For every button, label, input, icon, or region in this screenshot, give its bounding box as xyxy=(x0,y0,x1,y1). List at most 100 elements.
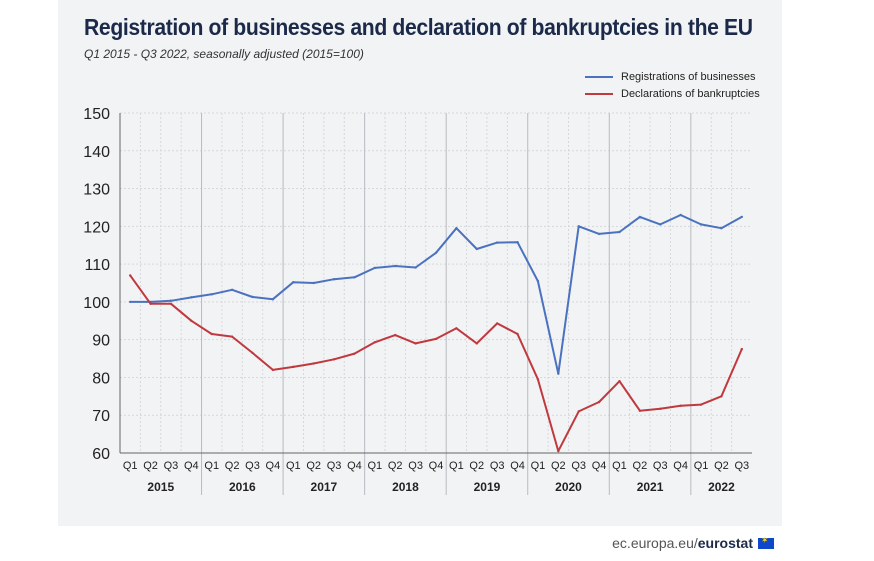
data-point-registrations xyxy=(720,227,723,230)
y-tick-label: 90 xyxy=(92,333,110,350)
data-point-bankruptcies xyxy=(557,449,560,453)
data-point-bankruptcies xyxy=(373,341,377,344)
legend-label-registrations: Registrations of businesses xyxy=(621,70,756,83)
y-tick-label: 140 xyxy=(83,144,110,161)
data-point-bankruptcies xyxy=(536,378,540,381)
x-tick-label: Q3 xyxy=(653,460,668,472)
x-tick-label: Q2 xyxy=(225,460,240,472)
x-tick-label: Q4 xyxy=(347,460,362,472)
x-tick-label: Q2 xyxy=(388,460,403,472)
data-point-registrations xyxy=(312,281,315,285)
x-tick-label: Q3 xyxy=(571,460,586,472)
data-point-registrations xyxy=(271,298,275,301)
x-tick-label: Q2 xyxy=(143,460,158,472)
data-point-bankruptcies xyxy=(271,368,275,372)
data-point-bankruptcies xyxy=(679,404,682,407)
chart-title: Registration of businesses and declarati… xyxy=(84,14,753,40)
data-point-bankruptcies xyxy=(516,332,519,336)
x-tick-label: Q1 xyxy=(449,460,464,472)
x-tick-label: Q1 xyxy=(286,460,301,472)
x-tick-label: Q3 xyxy=(327,460,342,472)
data-point-registrations xyxy=(394,264,397,268)
y-tick-label: 110 xyxy=(84,257,110,274)
data-point-registrations xyxy=(128,300,132,304)
data-point-registrations xyxy=(434,251,438,254)
data-point-bankruptcies xyxy=(455,327,458,330)
x-tick-label: Q4 xyxy=(510,460,525,472)
data-point-bankruptcies xyxy=(312,362,315,365)
data-point-bankruptcies xyxy=(434,337,438,341)
x-tick-label: Q4 xyxy=(592,460,607,472)
data-point-registrations xyxy=(597,232,601,236)
data-point-registrations xyxy=(292,281,295,284)
year-label-2017: 2017 xyxy=(311,480,338,494)
data-point-bankruptcies xyxy=(597,400,601,404)
chart-panel xyxy=(58,0,782,526)
data-point-registrations xyxy=(475,247,478,251)
x-tick-label: Q3 xyxy=(164,460,179,472)
x-tick-label: Q3 xyxy=(245,460,260,472)
data-point-bankruptcies xyxy=(740,347,744,351)
x-tick-label: Q1 xyxy=(694,460,709,472)
legend-swatch-registrations xyxy=(585,75,613,78)
data-point-registrations xyxy=(332,278,336,281)
y-tick-label: 70 xyxy=(92,408,110,425)
legend-label-bankruptcies: Declarations of bankruptcies xyxy=(621,87,760,100)
y-tick-label: 120 xyxy=(83,219,110,236)
year-label-2019: 2019 xyxy=(474,480,501,494)
data-point-registrations xyxy=(230,288,234,291)
year-label-2018: 2018 xyxy=(392,480,419,494)
x-tick-label: Q3 xyxy=(734,460,749,472)
x-tick-label: Q2 xyxy=(469,460,484,472)
legend-item-bankruptcies: Declarations of bankruptcies xyxy=(585,85,760,102)
data-point-registrations xyxy=(618,230,621,234)
data-point-bankruptcies xyxy=(659,407,662,410)
x-tick-label: Q1 xyxy=(531,460,546,472)
year-label-2015: 2015 xyxy=(147,480,174,494)
data-point-bankruptcies xyxy=(720,395,723,398)
legend-swatch-bankruptcies xyxy=(585,92,613,95)
data-point-bankruptcies xyxy=(414,342,417,345)
data-point-bankruptcies xyxy=(230,335,234,338)
x-tick-label: Q4 xyxy=(429,460,444,472)
data-point-registrations xyxy=(638,215,642,219)
y-tick-label: 100 xyxy=(83,295,110,312)
eu-flag-icon xyxy=(758,535,774,549)
data-point-bankruptcies xyxy=(190,319,193,322)
data-point-registrations xyxy=(373,266,377,270)
x-tick-label: Q1 xyxy=(204,460,219,472)
x-tick-label: Q2 xyxy=(551,460,566,472)
x-tick-label: Q2 xyxy=(633,460,648,472)
data-point-registrations xyxy=(659,223,662,226)
data-point-bankruptcies xyxy=(495,322,499,325)
data-point-registrations xyxy=(455,227,458,230)
data-point-bankruptcies xyxy=(638,409,642,412)
y-tick-label: 80 xyxy=(92,370,110,387)
y-tick-label: 60 xyxy=(92,446,110,463)
x-tick-label: Q2 xyxy=(306,460,321,472)
x-tick-label: Q4 xyxy=(673,460,688,472)
footer-brand: eurostat xyxy=(697,535,753,551)
data-point-registrations xyxy=(414,266,417,269)
data-point-bankruptcies xyxy=(149,302,152,305)
data-point-registrations xyxy=(495,241,499,244)
data-point-bankruptcies xyxy=(251,351,254,355)
y-tick-label: 150 xyxy=(83,106,110,123)
y-tick-label: 130 xyxy=(83,182,110,199)
data-point-registrations xyxy=(577,225,580,228)
footer-site: ec.europa.eu/ xyxy=(612,535,698,551)
data-point-registrations xyxy=(740,215,744,219)
year-label-2020: 2020 xyxy=(555,480,582,494)
data-point-bankruptcies xyxy=(618,380,621,383)
data-point-registrations xyxy=(699,223,703,226)
data-point-registrations xyxy=(210,293,213,296)
chart-subtitle: Q1 2015 - Q3 2022, seasonally adjusted (… xyxy=(84,47,364,61)
data-point-bankruptcies xyxy=(332,358,336,361)
year-label-2021: 2021 xyxy=(637,480,664,494)
data-point-registrations xyxy=(251,295,254,299)
data-point-bankruptcies xyxy=(475,342,478,345)
data-point-registrations xyxy=(190,296,193,299)
year-label-2016: 2016 xyxy=(229,480,256,494)
data-point-registrations xyxy=(516,241,519,244)
